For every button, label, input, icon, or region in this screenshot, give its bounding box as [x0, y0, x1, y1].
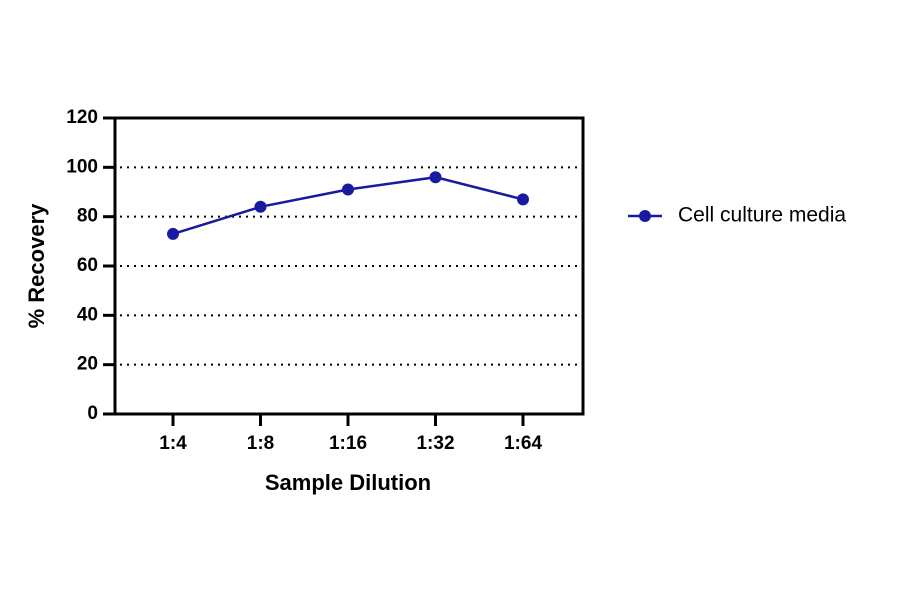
- plot-frame: [113, 116, 585, 416]
- legend-marker: [639, 210, 651, 222]
- x-tick-label: 1:64: [504, 433, 542, 454]
- y-axis-title: % Recovery: [24, 203, 49, 329]
- data-point: [254, 200, 267, 213]
- legend-text: Cell culture media: [678, 204, 846, 227]
- y-tick-label: 120: [66, 107, 98, 128]
- data-point: [342, 183, 354, 196]
- data-point: [167, 227, 179, 240]
- x-tick-label: 1:16: [329, 433, 367, 454]
- data-point: [517, 193, 529, 206]
- y-tick-label: 0: [87, 403, 98, 424]
- x-tick-label: 1:32: [416, 433, 454, 454]
- y-tick-label: 100: [66, 156, 98, 177]
- y-tick-label: 40: [77, 304, 98, 325]
- data-point: [429, 171, 442, 184]
- x-tick-label: 1:4: [159, 433, 187, 454]
- x-tick-label: 1:8: [247, 433, 274, 454]
- y-tick-label: 20: [77, 354, 98, 375]
- y-tick-label: 60: [77, 255, 98, 276]
- y-tick-label: 80: [77, 206, 98, 227]
- x-axis-title: Sample Dilution: [265, 470, 431, 495]
